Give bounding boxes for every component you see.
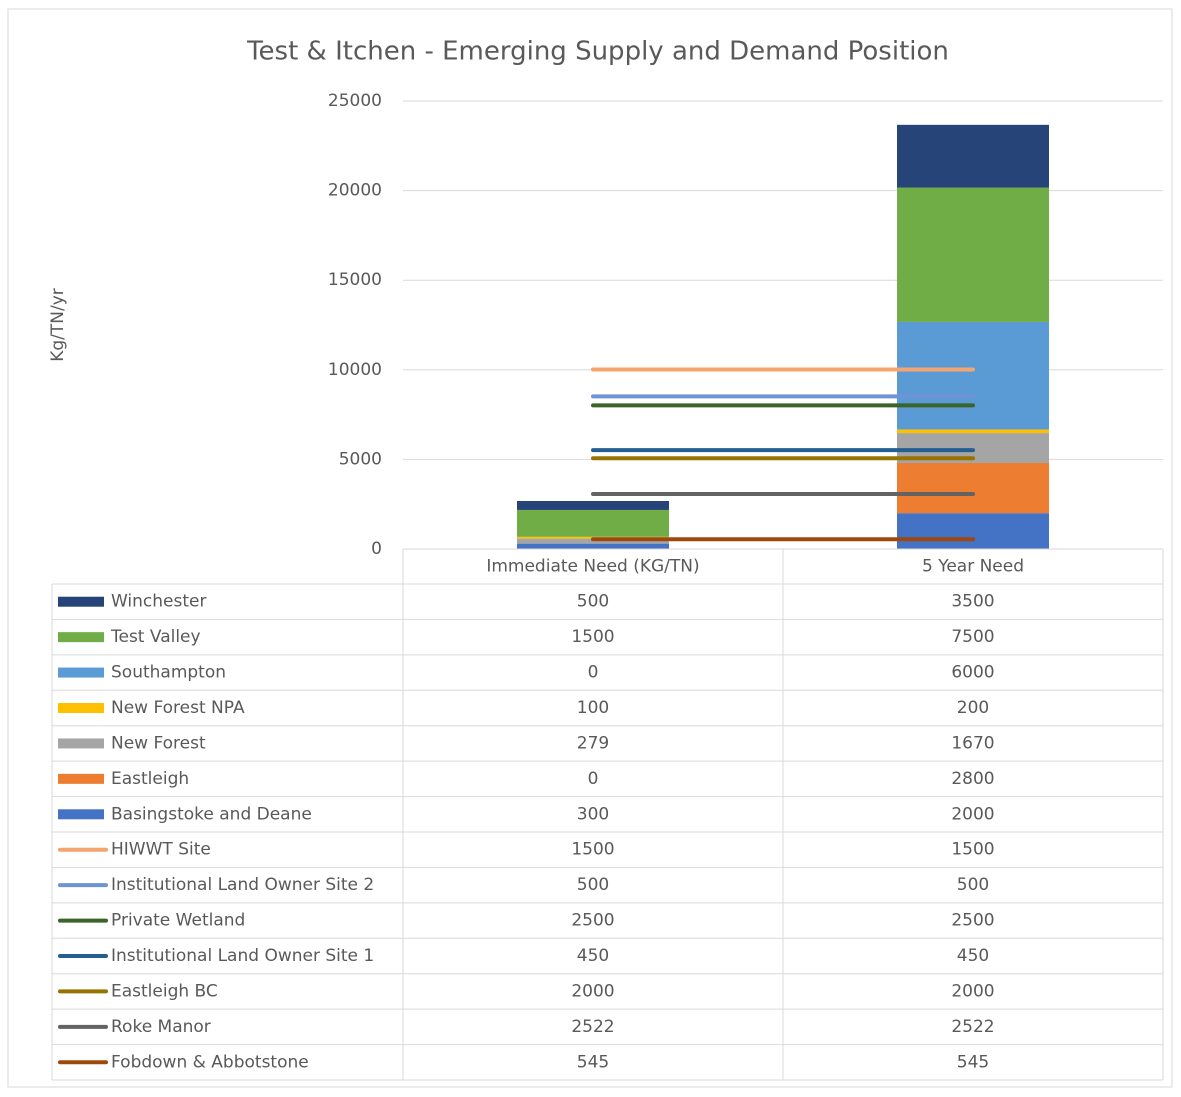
table-value: 545 — [577, 1052, 609, 1072]
table-value: 2500 — [571, 911, 614, 931]
table-value: 450 — [577, 946, 609, 966]
table-value: 0 — [588, 663, 599, 683]
y-axis-title: Kg/TN/yr — [48, 288, 68, 362]
bar-segment — [897, 321, 1049, 430]
legend-label: New Forest — [111, 733, 206, 753]
table-value: 450 — [957, 946, 989, 966]
legend-key — [58, 809, 104, 820]
bar-segment — [897, 124, 1049, 188]
legend-label: Institutional Land Owner Site 2 — [111, 875, 374, 895]
legend-label: Private Wetland — [111, 911, 245, 931]
table-value: 500 — [577, 592, 609, 612]
table-value: 279 — [577, 733, 609, 753]
table-value: 500 — [957, 875, 989, 895]
y-tick-label: 0 — [371, 539, 382, 559]
legend-label: Test Valley — [110, 627, 201, 647]
table-value: 1500 — [571, 627, 614, 647]
table-value: 3500 — [951, 592, 994, 612]
table-value: 500 — [577, 875, 609, 895]
legend-label: Eastleigh BC — [111, 981, 218, 1001]
table-value: 1670 — [951, 733, 994, 753]
x-tick-label: Immediate Need (KG/TN) — [486, 557, 699, 577]
legend-label: Roke Manor — [111, 1017, 211, 1037]
table-value: 1500 — [951, 840, 994, 860]
legend-label: Southampton — [111, 663, 226, 683]
y-tick-label: 15000 — [328, 270, 382, 290]
bar-segment — [897, 429, 1049, 434]
y-tick-label: 5000 — [339, 449, 382, 469]
bar-segment — [897, 187, 1049, 322]
legend-key — [58, 703, 104, 713]
table-value: 100 — [577, 698, 609, 718]
table-value: 2500 — [951, 911, 994, 931]
bar-segment — [897, 513, 1049, 549]
y-tick-label: 20000 — [328, 181, 382, 201]
table-value: 200 — [957, 698, 989, 718]
table-value: 2000 — [951, 804, 994, 824]
legend-key — [58, 738, 104, 749]
table-value: 6000 — [951, 663, 994, 683]
chart-title: Test & Itchen - Emerging Supply and Dema… — [246, 37, 949, 67]
table-value: 7500 — [951, 627, 994, 647]
bar-segment — [517, 543, 669, 549]
table-value: 545 — [957, 1052, 989, 1072]
bar-segment — [897, 462, 1049, 514]
legend-label: Fobdown & Abbotstone — [111, 1052, 309, 1072]
legend-label: New Forest NPA — [111, 698, 245, 718]
legend-label: Eastleigh — [111, 769, 189, 789]
table-value: 0 — [588, 769, 599, 789]
legend-key — [58, 632, 104, 643]
legend-key — [58, 667, 104, 678]
x-tick-label: 5 Year Need — [922, 557, 1024, 577]
legend-label: Basingstoke and Deane — [111, 804, 312, 824]
table-value: 2522 — [951, 1017, 994, 1037]
table-value: 300 — [577, 804, 609, 824]
table-value: 1500 — [571, 840, 614, 860]
y-tick-label: 25000 — [328, 91, 382, 111]
table-value: 2522 — [571, 1017, 614, 1037]
bar-segment — [517, 500, 669, 510]
legend-key — [58, 773, 104, 784]
bar-segment — [517, 509, 669, 537]
legend-label: Winchester — [111, 592, 206, 612]
legend-key — [58, 596, 104, 607]
legend-label: HIWWT Site — [111, 840, 211, 860]
table-value: 2000 — [951, 981, 994, 1001]
legend-label: Institutional Land Owner Site 1 — [111, 946, 374, 966]
y-tick-label: 10000 — [328, 360, 382, 380]
table-value: 2000 — [571, 981, 614, 1001]
table-value: 2800 — [951, 769, 994, 789]
